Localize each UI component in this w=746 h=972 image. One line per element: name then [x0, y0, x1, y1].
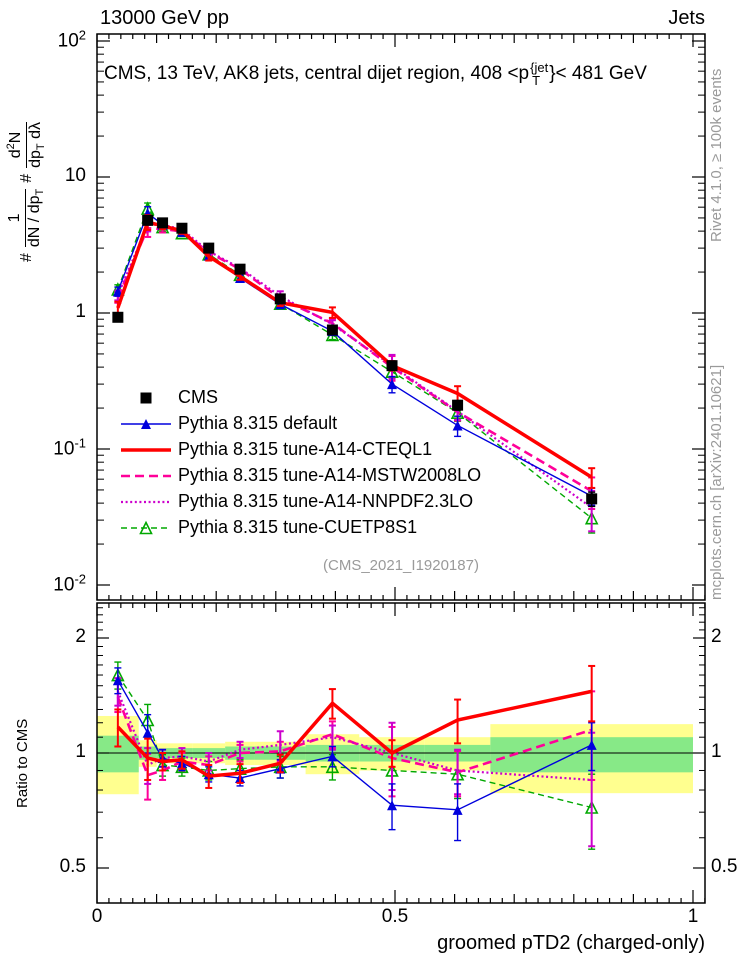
legend-label-pythia-8-315-default: Pythia 8.315 default [178, 413, 338, 433]
marker-square [112, 311, 124, 323]
y-axis-title-part: # [17, 253, 35, 262]
ratio-y-tick-label-left: 1 [75, 741, 86, 763]
main-series-cms [112, 214, 598, 508]
marker-triangle [141, 419, 151, 429]
marker-triangle [327, 751, 338, 762]
main-y-axis-title: #1 dN / dpT # d2N dpT dλ [5, 121, 47, 262]
marker-square [140, 392, 152, 404]
beam-energy-label: 13000 GeV pp [100, 7, 229, 29]
legend-label-pythia-8-315-tune-a14-cteql1: Pythia 8.315 tune-A14-CTEQL1 [178, 439, 433, 459]
rivet-version-note: Rivet 4.1.0, ≥ 100k events [708, 68, 725, 242]
ratio-uncertainty-bands [97, 715, 705, 795]
marker-square [176, 222, 188, 234]
marker-triangle [112, 675, 123, 686]
analysis-id-watermark: (CMS_2021_I1920187) [323, 557, 479, 574]
marker-square [157, 217, 169, 229]
marker-square [586, 493, 598, 505]
marker-triangle [142, 727, 153, 738]
main-y-tick-label: 1 [75, 301, 86, 323]
marker-triangle [387, 800, 398, 811]
main-y-tick-label: 102 [57, 27, 86, 52]
ratio-y-tick-label-right: 0.5 [711, 856, 738, 878]
main-y-tick-label: 10-1 [53, 435, 86, 460]
main-frame [96, 33, 706, 601]
x-tick-label: 0 [91, 906, 103, 927]
main-y-tick-label: 10-2 [53, 571, 86, 596]
y-axis-title-part: #1 dN / dpT # d2N dpT dλ [5, 121, 47, 262]
marker-triangle [452, 804, 463, 815]
marker-square [452, 399, 464, 411]
marker-square [274, 293, 286, 305]
marker-triangle-open [139, 520, 153, 535]
legend-label-cms: CMS [178, 387, 218, 407]
main-series-pythia-8-315-default [112, 206, 597, 506]
ratio-y-tick-label-left: 2 [75, 626, 86, 648]
main-y-tick-label: 10 [64, 165, 86, 187]
legend-label-pythia-8-315-tune-cuetp8s1: Pythia 8.315 tune-CUETP8S1 [178, 517, 418, 537]
mcplots-arxiv-note: mcplots.cern.ch [arXiv:2401.10621] [708, 364, 725, 600]
legend [121, 392, 171, 535]
marker-square [142, 214, 154, 226]
marker-square [386, 360, 398, 372]
marker-square [203, 242, 215, 254]
marker-triangle [112, 286, 123, 297]
marker-triangle [452, 420, 463, 431]
x-tick-label: 1 [687, 906, 699, 927]
x-tick-label: 0.5 [381, 906, 409, 927]
category-label: Jets [668, 7, 705, 29]
legend-label-pythia-8-315-tune-a14-nnpdf2-3lo: Pythia 8.315 tune-A14-NNPDF2.3LO [178, 491, 474, 511]
series-line [116, 226, 593, 493]
ratio-y-tick-label-right: 1 [711, 741, 722, 763]
marker-triangle [387, 379, 398, 390]
ratio-series-pythia-8-315-tune-a14-cteql1 [114, 664, 596, 789]
legend-label-pythia-8-315-tune-a14-mstw2008lo: Pythia 8.315 tune-A14-MSTW2008LO [178, 465, 482, 485]
ratio-y-tick-label-right: 2 [711, 626, 722, 648]
plot-title: CMS, 13 TeV, AK8 jets, central dijet reg… [104, 60, 647, 88]
ratio-y-tick-label-left: 0.5 [59, 856, 86, 878]
marker-square [234, 263, 246, 275]
axis-ticks [96, 34, 706, 903]
x-axis-title: groomed pTD2 (charged-only) [437, 932, 705, 954]
marker-square [326, 324, 338, 336]
marker-triangle [586, 739, 597, 750]
